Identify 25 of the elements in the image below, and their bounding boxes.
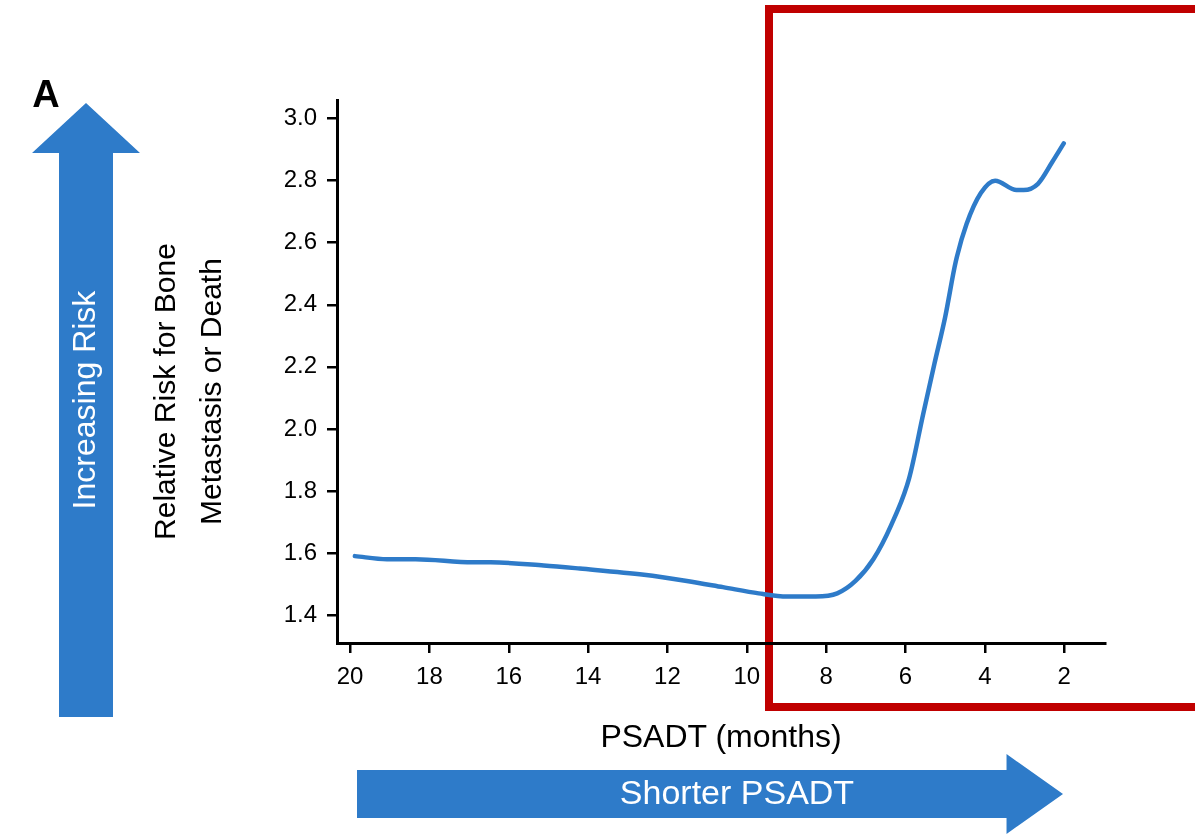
x-tick-label: 16	[495, 662, 523, 690]
y-tick-label: 2.0	[283, 413, 317, 441]
y-tick-label: 1.6	[283, 537, 317, 565]
x-tick-label: 14	[574, 662, 602, 690]
line-series	[352, 141, 1066, 599]
y-tick-label: 1.4	[283, 599, 317, 627]
y-tick-label: 1.8	[283, 475, 317, 503]
text: A	[32, 73, 60, 116]
y-tick-label: 2.8	[283, 165, 317, 193]
y-tick-label: 3.0	[283, 103, 317, 131]
x-tick-label: 8	[819, 662, 833, 690]
text: Shorter PSADT	[619, 773, 855, 812]
x-tick-label: 4	[978, 662, 992, 690]
x-tick-label: 12	[654, 662, 681, 690]
x-tick-label: 20	[336, 662, 364, 690]
y-axis-title: Relative Risk for Bone Metastasis or Death	[148, 243, 228, 540]
x-axis-title: PSADT (months)	[600, 717, 842, 754]
x-tick-label: 10	[733, 662, 761, 690]
y-tick-label: 2.6	[283, 227, 317, 255]
y-tick-label: 2.4	[283, 289, 317, 317]
x-tick-label: 18	[416, 662, 443, 690]
text: Increasing Risk	[65, 289, 102, 510]
y-tick-label: 2.2	[283, 351, 317, 379]
x-tick-label: 6	[898, 662, 913, 690]
x-tick-label: 2	[1057, 662, 1071, 690]
